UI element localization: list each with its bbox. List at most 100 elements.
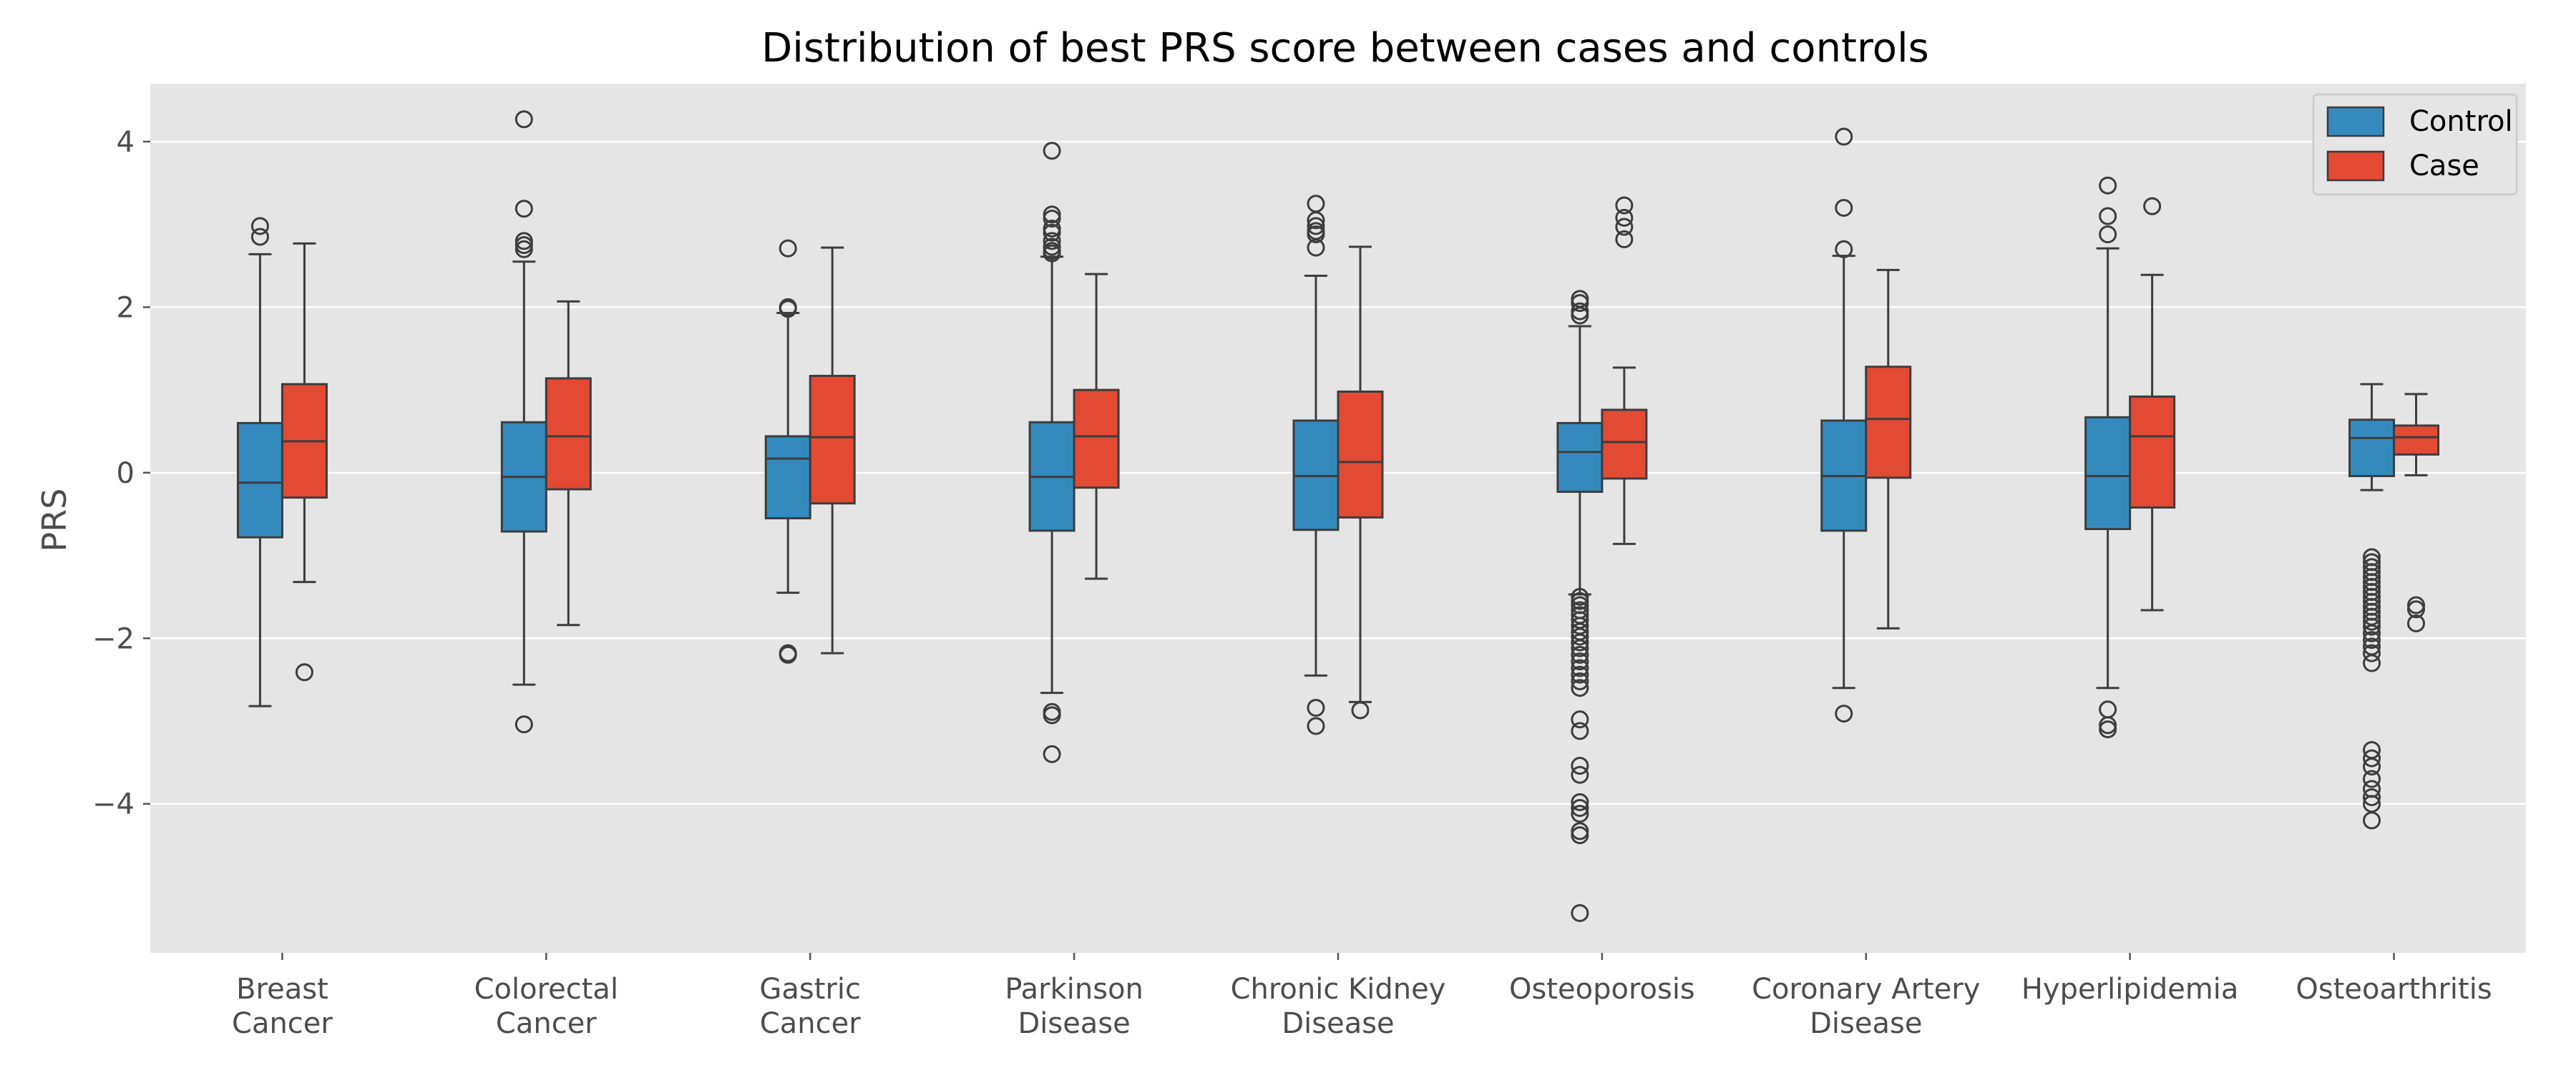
x-tick-label: Osteoporosis xyxy=(1509,973,1695,1006)
y-axis-label: PRS xyxy=(35,489,74,552)
control-box-group xyxy=(1028,142,1075,763)
case-box-group xyxy=(1865,268,1912,629)
case-box-group xyxy=(1337,245,1384,720)
case-outlier xyxy=(2407,614,2426,632)
case-box-group xyxy=(2393,393,2440,632)
control-outlier xyxy=(779,300,797,318)
control-outlier xyxy=(1571,639,1589,657)
case-box xyxy=(1073,388,1120,489)
control-outlier xyxy=(1571,627,1589,646)
control-outlier xyxy=(1571,903,1589,922)
control-box xyxy=(1556,421,1604,493)
control-outlier xyxy=(250,227,269,246)
x-tick-label: Gastric Cancer xyxy=(759,973,861,1040)
control-outlier xyxy=(1571,633,1589,652)
control-box xyxy=(236,421,283,539)
control-outlier xyxy=(779,239,797,258)
case-box xyxy=(2129,395,2176,509)
x-tick-label: Hyperlipidemia xyxy=(2021,973,2239,1006)
legend-swatch-case xyxy=(2326,150,2385,182)
control-outlier xyxy=(2363,770,2381,788)
control-box-group xyxy=(236,217,283,707)
control-outlier xyxy=(1307,217,1325,235)
case-box-group xyxy=(280,242,328,682)
control-outlier xyxy=(1571,652,1589,671)
control-outlier xyxy=(2099,207,2117,225)
control-box-group xyxy=(2084,176,2132,739)
case-box xyxy=(545,377,592,491)
legend-swatch-control xyxy=(2326,106,2385,137)
control-box-group xyxy=(500,110,547,734)
y-tick-label: −4 xyxy=(92,788,135,821)
control-outlier xyxy=(1835,705,1853,723)
y-tick-label: −2 xyxy=(92,622,135,655)
control-outlier xyxy=(1307,717,1325,735)
control-outlier xyxy=(514,715,533,734)
control-outlier xyxy=(1307,225,1325,244)
control-box xyxy=(764,435,811,520)
control-outlier xyxy=(2363,644,2381,662)
control-outlier xyxy=(2363,758,2381,776)
control-outlier xyxy=(2363,617,2381,636)
control-outlier xyxy=(1571,765,1589,784)
control-outlier xyxy=(1835,240,1853,258)
case-box-group xyxy=(2129,197,2176,612)
control-outlier xyxy=(1307,211,1325,230)
control-outlier xyxy=(1571,659,1589,677)
x-tick-label: Parkinson Disease xyxy=(1005,973,1143,1040)
control-outlier xyxy=(1571,722,1589,740)
box-layer xyxy=(236,110,2440,922)
control-outlier xyxy=(1571,756,1589,775)
control-box xyxy=(2348,418,2396,477)
control-outlier xyxy=(1571,679,1589,697)
case-outlier xyxy=(1351,701,1370,720)
control-outlier xyxy=(1835,199,1853,217)
case-box xyxy=(1865,366,1912,479)
control-outlier xyxy=(1571,805,1589,823)
y-tick-label: 0 xyxy=(117,457,135,490)
control-outlier xyxy=(2363,624,2381,642)
control-outlier xyxy=(1043,223,1061,242)
control-box-group xyxy=(1820,127,1868,723)
case-box-group xyxy=(1073,273,1120,580)
control-outlier xyxy=(2363,811,2381,830)
case-box xyxy=(1601,408,1648,480)
control-outlier xyxy=(1571,645,1589,664)
control-outlier xyxy=(514,200,533,218)
control-outlier xyxy=(1571,294,1589,313)
control-outlier xyxy=(2363,631,2381,650)
y-tick-label: 4 xyxy=(117,126,135,159)
case-outlier xyxy=(2407,600,2426,619)
chart-title: Distribution of best PRS score between c… xyxy=(761,25,1929,72)
control-outlier xyxy=(1043,210,1061,228)
case-box xyxy=(1337,390,1384,519)
control-outlier xyxy=(1571,799,1589,817)
control-outlier xyxy=(1571,826,1589,845)
control-outlier xyxy=(1307,238,1325,257)
control-outlier xyxy=(779,645,797,664)
y-tick-label: 2 xyxy=(117,291,135,324)
control-outlier xyxy=(1307,698,1325,717)
control-outlier xyxy=(1571,672,1589,690)
control-outlier xyxy=(1043,745,1061,763)
legend: Control Case xyxy=(2312,93,2518,196)
x-tick-label: Colorectal Cancer xyxy=(474,973,618,1040)
control-box-group xyxy=(2348,383,2396,830)
case-outlier xyxy=(1615,196,1634,215)
control-outlier xyxy=(1835,127,1853,146)
legend-label-case: Case xyxy=(2409,150,2479,182)
case-box xyxy=(2393,424,2440,456)
case-box-group xyxy=(1601,196,1648,545)
control-outlier xyxy=(2099,176,2117,195)
x-tick-label: Breast Cancer xyxy=(232,973,333,1040)
x-tick-label: Chronic Kidney Disease xyxy=(1231,973,1446,1040)
case-outlier xyxy=(1615,208,1634,227)
case-outlier xyxy=(295,663,313,682)
control-outlier xyxy=(1571,710,1589,729)
x-tick-label: Osteoarthritis xyxy=(2296,973,2492,1006)
case-box xyxy=(809,374,856,505)
case-outlier xyxy=(1615,230,1634,249)
case-box-group xyxy=(809,246,856,655)
control-outlier xyxy=(1043,706,1061,725)
